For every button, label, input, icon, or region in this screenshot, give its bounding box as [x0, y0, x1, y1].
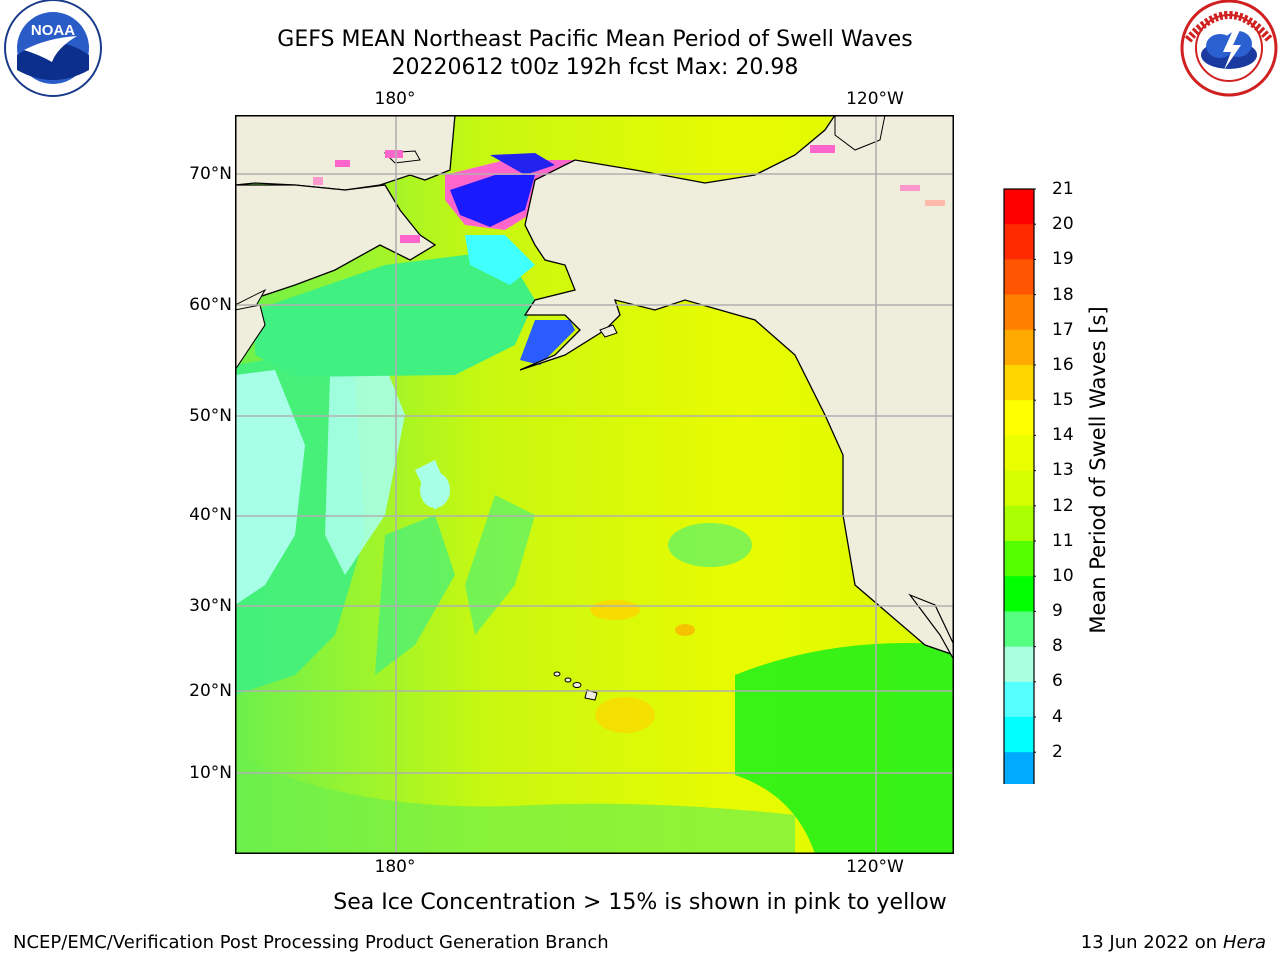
- lat-label-40n: 40°N: [189, 505, 232, 525]
- colorbar-bin: [1004, 435, 1034, 472]
- nws-logo: [1180, 0, 1278, 97]
- lon-label-top-180: 180°: [374, 89, 416, 109]
- colorbar-tick-11: 11: [1052, 531, 1074, 551]
- lon-label-bottom-180: 180°: [374, 857, 416, 877]
- colorbar-label: Mean Period of Swell Waves [s]: [1086, 306, 1110, 634]
- date-text: 13 Jun 2022 on: [1080, 932, 1218, 953]
- colorbar-tick-18: 18: [1052, 285, 1074, 305]
- svg-text:NOAA: NOAA: [31, 22, 75, 39]
- colorbar-tick-2: 2: [1052, 742, 1063, 762]
- colorbar-tick-4: 4: [1052, 707, 1063, 727]
- date-stamp: 13 Jun 2022 on Hera: [1081, 932, 1266, 953]
- colorbar-bin: [1004, 189, 1034, 225]
- colorbar-bin: [1004, 505, 1034, 542]
- colorbar-bin: [1004, 576, 1034, 612]
- colorbar-bin: [1004, 611, 1034, 648]
- colorbar-bin: [1004, 365, 1034, 401]
- noaa-logo: NOAA: [4, 0, 102, 97]
- colorbar-bin: [1004, 681, 1034, 718]
- swell-period-map: [235, 115, 954, 854]
- lat-label-10n: 10°N: [189, 763, 232, 783]
- lat-label-70n: 70°N: [189, 164, 232, 184]
- lat-label-20n: 20°N: [189, 681, 232, 701]
- colorbar-bin: [1004, 294, 1034, 331]
- lon-label-top-120w: 120°W: [846, 89, 904, 109]
- colorbar-tick-6: 6: [1052, 671, 1063, 691]
- colorbar-tick-20: 20: [1052, 214, 1074, 234]
- system-name: Hera: [1222, 932, 1266, 953]
- map-title: GEFS MEAN Northeast Pacific Mean Period …: [277, 27, 913, 52]
- colorbar-bin: [1004, 224, 1034, 260]
- colorbar-bin: [1004, 646, 1034, 683]
- colorbar-tick-8: 8: [1052, 636, 1063, 656]
- colorbar: [1003, 188, 1036, 784]
- colorbar-bin: [1004, 400, 1034, 436]
- colorbar-bin: [1004, 717, 1034, 753]
- colorbar-tick-16: 16: [1052, 355, 1074, 375]
- colorbar-bin: [1004, 752, 1034, 784]
- colorbar-tick-17: 17: [1052, 320, 1074, 340]
- lon-label-bottom-120w: 120°W: [846, 857, 904, 877]
- colorbar-tick-19: 19: [1052, 249, 1074, 269]
- colorbar-bin: [1004, 541, 1034, 577]
- colorbar-tick-14: 14: [1052, 425, 1074, 445]
- colorbar-tick-21: 21: [1052, 179, 1074, 199]
- colorbar-tick-10: 10: [1052, 566, 1074, 586]
- lat-label-30n: 30°N: [189, 596, 232, 616]
- colorbar-tick-9: 9: [1052, 601, 1063, 621]
- colorbar-tick-15: 15: [1052, 390, 1074, 410]
- map-subtitle: 20220612 t00z 192h fcst Max: 20.98: [391, 55, 799, 80]
- lat-label-50n: 50°N: [189, 406, 232, 426]
- credit-text: NCEP/EMC/Verification Post Processing Pr…: [13, 932, 609, 953]
- colorbar-bin: [1004, 329, 1034, 366]
- colorbar-tick-12: 12: [1052, 496, 1074, 516]
- colorbar-tick-13: 13: [1052, 460, 1074, 480]
- sea-ice-footnote: Sea Ice Concentration > 15% is shown in …: [333, 890, 947, 915]
- colorbar-bin: [1004, 259, 1034, 296]
- lat-label-60n: 60°N: [189, 295, 232, 315]
- colorbar-bin: [1004, 470, 1034, 507]
